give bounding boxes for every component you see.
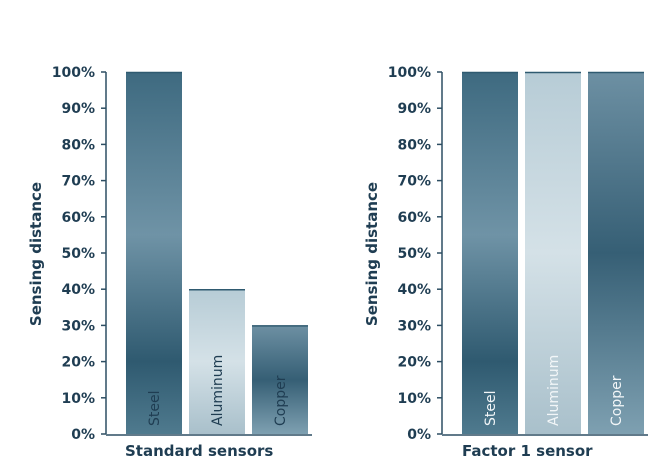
bars: Steel Aluminum Copper [126, 71, 308, 434]
y-tick-label: 20% [397, 355, 431, 371]
bar-copper [252, 325, 308, 434]
y-tick-label: 0% [71, 427, 95, 443]
y-tick-label: 10% [397, 391, 431, 407]
y-tick-label: 90% [61, 101, 95, 117]
chart-factor-1-sensor: Sensing distance 0% 10% 20% 30% 40% 50% 60% 70%… [363, 65, 648, 460]
bar-steel [462, 72, 518, 434]
y-tick-label: 20% [61, 355, 95, 371]
y-tick-label: 70% [61, 174, 95, 190]
bars: Steel Aluminum Copper [462, 71, 644, 434]
y-tick-label: 60% [397, 210, 431, 226]
y-tick-label: 40% [61, 282, 95, 298]
y-tick-label: 80% [397, 137, 431, 153]
bar-aluminum [189, 289, 245, 434]
y-axis-label: Sensing distance [363, 182, 381, 326]
bar-steel [126, 72, 182, 434]
y-tick-label: 50% [61, 246, 95, 262]
y-tick-label: 60% [61, 210, 95, 226]
bar-aluminum [525, 72, 581, 434]
bar-label-aluminum: Aluminum [546, 355, 562, 426]
y-ticks: 0% 10% 20% 30% 40% 50% 60% 70% 80% 90% 100% [52, 65, 106, 443]
y-tick-label: 80% [61, 137, 95, 153]
bar-label-aluminum: Aluminum [210, 355, 226, 426]
x-axis-label: Standard sensors [125, 442, 273, 460]
y-tick-label: 30% [61, 318, 95, 334]
bar-copper [588, 72, 644, 434]
chart-standard-sensors: Sensing distance 0% 10% 20% 30% 40% 50% 60% 70%… [27, 65, 312, 460]
bar-label-steel: Steel [483, 391, 499, 427]
y-tick-label: 10% [61, 391, 95, 407]
y-tick-label: 100% [52, 65, 95, 81]
y-tick-label: 30% [397, 318, 431, 334]
y-tick-label: 0% [407, 427, 431, 443]
y-tick-label: 50% [397, 246, 431, 262]
y-tick-label: 100% [388, 65, 431, 81]
bar-label-copper: Copper [609, 375, 625, 426]
bar-label-steel: Steel [147, 391, 163, 427]
x-axis-label: Factor 1 sensor [462, 442, 593, 460]
y-axis-label: Sensing distance [27, 182, 45, 326]
y-ticks: 0% 10% 20% 30% 40% 50% 60% 70% 80% 90% 100% [388, 65, 442, 443]
bar-label-copper: Copper [273, 375, 289, 426]
y-tick-label: 90% [397, 101, 431, 117]
y-tick-label: 40% [397, 282, 431, 298]
y-tick-label: 70% [397, 174, 431, 190]
